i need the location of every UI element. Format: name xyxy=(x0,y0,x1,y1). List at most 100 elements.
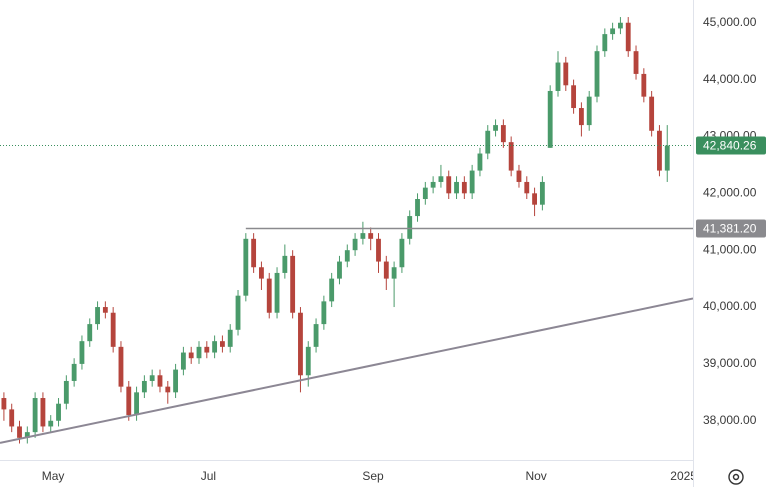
candle-body xyxy=(1,398,7,410)
candle-body xyxy=(625,22,631,52)
candle-body xyxy=(141,380,147,393)
x-tick-label: May xyxy=(42,469,65,483)
candle-body xyxy=(352,238,358,251)
candle-body xyxy=(219,341,225,347)
candle-body xyxy=(618,22,623,29)
candle-body xyxy=(516,170,522,182)
candle-body xyxy=(212,341,218,353)
candle-body xyxy=(633,51,639,74)
price-axis-panel xyxy=(693,0,768,487)
candle-body xyxy=(657,130,662,171)
candle-body xyxy=(664,145,670,171)
plot-area xyxy=(0,17,693,444)
candle-body xyxy=(305,346,311,376)
candle-body xyxy=(32,398,38,433)
candle-body xyxy=(368,233,374,239)
candle-body xyxy=(399,238,405,268)
x-tick-label: Jul xyxy=(201,469,216,483)
candle-body xyxy=(422,187,428,200)
candle-body xyxy=(290,255,296,313)
candle-body xyxy=(337,261,342,279)
candle-body xyxy=(118,346,124,387)
last-price-label: 42,840.26 xyxy=(703,139,757,153)
candle-body xyxy=(259,267,264,279)
candle-body xyxy=(48,420,54,427)
candle-body xyxy=(586,96,592,126)
candle-body xyxy=(329,278,335,302)
candle-body xyxy=(298,312,303,376)
x-axis: May Jul Sep Nov 2025 xyxy=(42,469,698,483)
candle-body xyxy=(17,426,22,438)
candle-body xyxy=(594,51,600,97)
y-tick-label: 38,000.00 xyxy=(703,413,757,427)
candle-body xyxy=(477,153,483,171)
candle-body xyxy=(149,375,155,381)
candle-body xyxy=(204,346,210,353)
settings-icon-ring xyxy=(728,469,744,485)
candle-body xyxy=(110,312,116,347)
y-tick-label: 42,000.00 xyxy=(703,185,757,199)
candle-body xyxy=(56,403,61,421)
candle-body xyxy=(610,28,616,35)
y-tick-label: 40,000.00 xyxy=(703,299,757,313)
last-price-box xyxy=(696,136,766,155)
candle-body xyxy=(251,238,257,268)
y-axis: 38,000.00 39,000.00 40,000.00 41,000.00 42,0… xyxy=(696,15,766,427)
y-tick-label: 39,000.00 xyxy=(703,356,757,370)
candle-body xyxy=(243,238,249,296)
candle-body xyxy=(180,352,186,370)
candle-body xyxy=(313,324,319,347)
settings-icon[interactable] xyxy=(728,469,744,485)
candle-body xyxy=(40,398,46,427)
candle-body xyxy=(555,62,561,91)
candle-body xyxy=(165,386,171,393)
candle-body xyxy=(407,216,413,239)
y-tick-label: 44,000.00 xyxy=(703,72,757,86)
candle-body xyxy=(547,90,553,148)
candle-body xyxy=(641,73,647,97)
candle-body xyxy=(485,130,491,154)
y-tick-label: 41,000.00 xyxy=(703,242,757,256)
candle-body xyxy=(532,193,537,205)
candle-body xyxy=(235,295,241,330)
candle-body xyxy=(493,125,498,131)
candle-body xyxy=(524,181,530,194)
candle-body xyxy=(383,261,389,279)
candle-body xyxy=(508,142,514,171)
settings-icon-hub xyxy=(732,473,740,481)
candle-body xyxy=(454,181,459,194)
candle-body xyxy=(266,278,272,313)
candle-body xyxy=(188,352,194,359)
candle-body xyxy=(274,272,280,313)
candle-body xyxy=(126,386,132,416)
candle-body xyxy=(446,176,452,194)
candle-body xyxy=(227,329,233,347)
candle-body xyxy=(360,233,366,239)
y-tick-label: 45,000.00 xyxy=(703,15,757,29)
candle-body xyxy=(430,181,436,188)
candle-body xyxy=(134,392,139,416)
candle-body xyxy=(24,432,30,438)
candle-body xyxy=(571,85,577,109)
candle-body xyxy=(196,346,202,359)
candle-body xyxy=(95,307,100,325)
candle-body xyxy=(500,125,506,143)
candle-body xyxy=(344,250,350,262)
candle-body xyxy=(415,199,420,217)
x-tick-label: Sep xyxy=(362,469,384,483)
candle-body xyxy=(578,108,584,126)
candle-body xyxy=(102,307,108,313)
candle-body xyxy=(438,176,444,182)
x-tick-label: 2025 xyxy=(670,469,697,483)
candle-body xyxy=(9,409,15,427)
candle-body xyxy=(173,369,179,393)
candle-body xyxy=(71,363,77,381)
level-label: 41,381.20 xyxy=(703,222,757,236)
candle-body xyxy=(461,181,467,194)
candle-body xyxy=(539,181,545,205)
trendline xyxy=(0,297,693,444)
candle-body xyxy=(157,375,163,387)
candle-body xyxy=(79,341,85,364)
